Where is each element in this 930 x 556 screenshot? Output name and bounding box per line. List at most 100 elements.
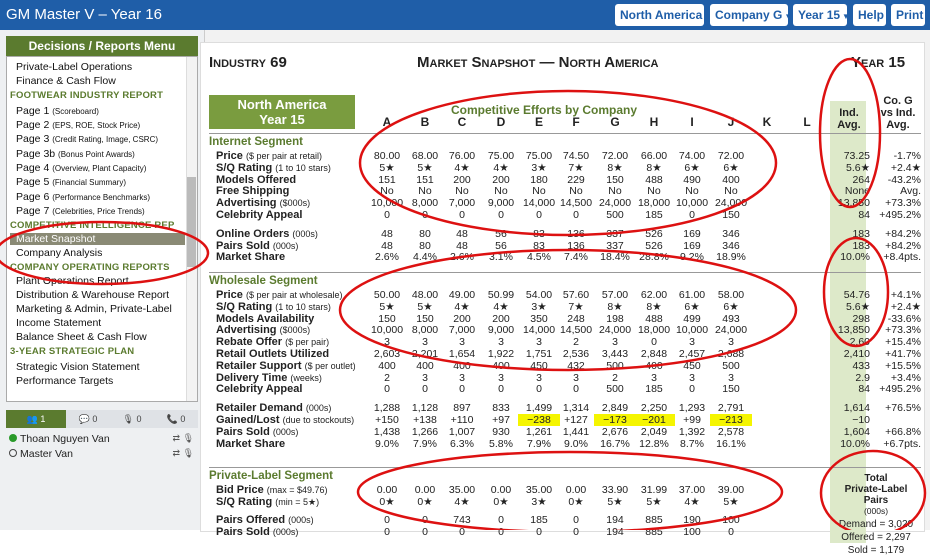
region-dropdown[interactable]: North America ▼ [615,4,712,26]
company-column-header: F [572,115,580,129]
company-dropdown[interactable]: Company G ▼ [710,4,792,26]
table-cell: 0 [498,209,504,221]
table-cell: 200 [492,173,510,186]
user-online[interactable]: Thoan Nguyen Van [9,433,110,445]
help-button[interactable]: Help [853,4,886,26]
company-vs-avg-cell: +6.7pts. [883,437,921,450]
menu-item[interactable]: Page 1 (Scoreboard) [16,105,99,117]
table-cell: 0 [384,514,390,527]
table-cell: 0 [728,525,734,538]
table-cell: 6★ [723,300,739,313]
tab-users[interactable]: 👥 1 [6,410,66,428]
table-cell: 3 [612,336,618,349]
app-title: GM Master V – Year 16 [6,6,162,23]
menu-item[interactable]: Performance Targets [16,375,113,387]
table-cell: 200 [453,173,471,186]
user-offline[interactable]: Master Van [9,448,73,460]
user-actions[interactable]: ⇄ 🎙 [172,448,194,458]
table-cell: 5★ [379,300,395,313]
row-label: Pairs Sold (000s) [216,240,298,252]
menu-item[interactable]: Page 6 (Performance Benchmarks) [16,191,150,203]
table-cell: 194 [606,525,624,538]
table-cell: 493 [722,312,740,325]
table-cell: 200 [453,312,471,325]
menu-item[interactable]: Market Snapshot [10,233,185,245]
menu-item[interactable]: Company Analysis [16,247,102,259]
total-sold: Sold = 1,179 [847,545,905,556]
table-cell: 48 [456,239,468,252]
menu-item[interactable]: Page 2 (EPS, ROE, Stock Price) [16,119,140,131]
table-cell: 80.00 [373,150,401,162]
table-cell: 50.00 [373,289,401,301]
table-cell: 248 [567,312,585,325]
menu-item[interactable]: Page 3 (Credit Rating, Image, CSRC) [16,133,158,145]
table-cell: 194 [606,514,624,527]
menu-item[interactable]: Distribution & Warehouse Report [16,289,169,301]
row-label: Pairs Offered (000s) [216,514,314,526]
table-cell: 18.9% [716,251,746,264]
menu-item[interactable]: Balance Sheet & Cash Flow [16,331,147,343]
menu-item[interactable]: Strategic Vision Statement [16,361,140,373]
row-label-text: Market Share [216,251,286,264]
tab-mic[interactable]: 🎙 0 [122,414,142,424]
menu-item-label: Performance Targets [16,375,114,387]
table-cell: 61.00 [678,289,706,301]
menu-scrollbar[interactable] [186,57,197,401]
total-title-line: Pairs [863,495,889,506]
row-label-text: Advertising [216,324,277,337]
scrollbar-thumb[interactable] [187,177,196,267]
table-cell: 5★ [379,161,395,174]
user-actions[interactable]: ⇄ 🎙 [172,433,194,443]
menu-item[interactable]: Plant Operations Report [16,275,129,287]
row-label-text: Price [216,150,243,162]
row-label-text: Celebrity Appeal [216,383,303,396]
menu-item-note: (Celebrities, Price Trends) [52,207,145,216]
menu-item-label: Marketing & Admin, Private-Label [16,303,172,315]
tab-calls[interactable]: 📞 0 [166,414,186,424]
table-cell: 0★ [568,495,584,508]
menu-item[interactable]: Page 5 (Financial Summary) [16,176,126,188]
company-column-header: B [420,115,430,129]
segment-divider [209,272,921,273]
table-cell: 1,654 [448,348,476,360]
table-cell: 3.1% [489,251,513,264]
table-cell: 2,688 [717,348,745,360]
table-cell: 337 [606,227,624,240]
table-cell: 897 [453,402,471,415]
menu-item-note: (Financial Summary) [52,178,126,187]
region-label: North America [620,8,703,22]
menu-item[interactable]: Page 4 (Overview, Plant Capacity) [16,162,146,174]
menu-item[interactable]: Private-Label Operations [16,61,132,73]
table-cell: 150 [416,312,434,325]
menu-item[interactable]: Income Statement [16,317,101,329]
row-label-text: Models Availability [216,312,315,325]
table-cell: 0 [459,525,465,538]
chat-count: 0 [92,414,98,424]
table-cell: 0.00 [376,484,398,496]
row-label: Retail Outlets Utilized [216,348,329,360]
table-cell: 56 [495,239,507,252]
industry-avg-cell: 1,604 [843,425,870,438]
company-column-header: A [382,115,392,129]
year-dropdown[interactable]: Year 15 ▼ [793,4,850,26]
tab-chat[interactable]: 💬 0 [78,414,98,424]
company-vs-avg-cell: +8.4pts. [883,251,921,264]
table-cell: 1,288 [373,402,401,415]
print-button[interactable]: Print [891,4,925,26]
segment-heading: Wholesale Segment [209,275,318,287]
table-cell: 14,500 [559,324,593,337]
menu-item[interactable]: Page 7 (Celebrities, Price Trends) [16,205,145,217]
menu-item-label: Strategic Vision Statement [16,361,140,373]
table-cell: 2,848 [640,348,668,360]
menu-item-label: Page 1 [16,105,50,117]
table-cell: 1,128 [411,402,439,415]
table-cell: 24,000 [714,324,748,337]
table-cell: 24,000 [598,197,632,210]
table-cell: 150 [722,209,740,221]
row-label-note: ($000s) [279,198,311,209]
company-vs-avg-cell: +15.4% [885,336,921,349]
menu-item[interactable]: Finance & Cash Flow [16,75,116,87]
menu-item[interactable]: Page 3b (Bonus Point Awards) [16,148,135,160]
menu-item[interactable]: Marketing & Admin, Private-Label [16,303,172,315]
table-cell: 0 [573,383,579,396]
